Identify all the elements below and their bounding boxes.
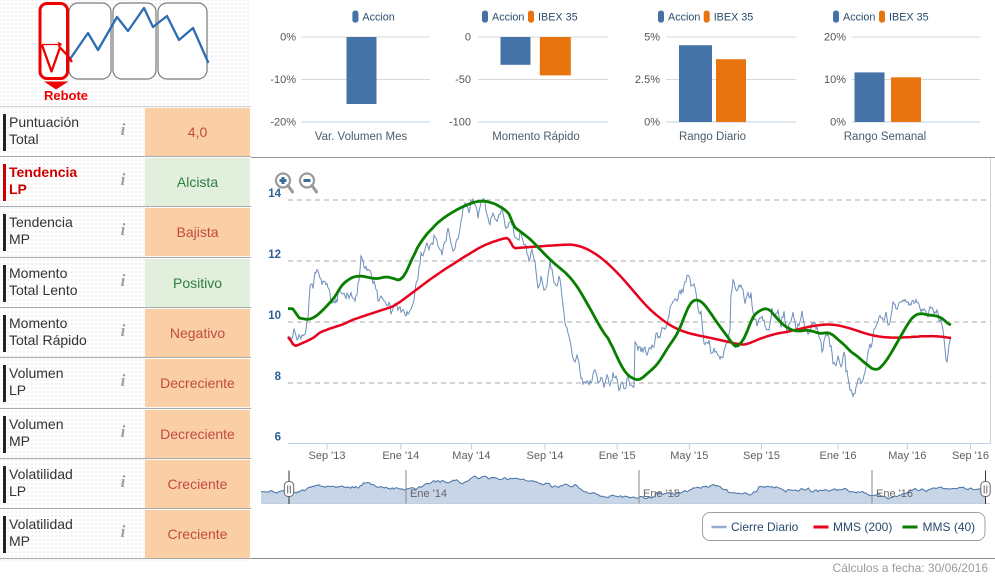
svg-text:Ene '14: Ene '14 [410, 488, 447, 500]
svg-text:Rango Semanal: Rango Semanal [844, 131, 926, 143]
svg-text:IBEX 35: IBEX 35 [714, 11, 754, 23]
svg-text:20%: 20% [824, 32, 846, 44]
svg-text:Cierre Diario: Cierre Diario [731, 520, 799, 534]
svg-text:0%: 0% [280, 32, 296, 44]
svg-text:14: 14 [268, 188, 281, 200]
svg-text:10: 10 [268, 310, 281, 322]
svg-text:2.5%: 2.5% [635, 74, 660, 86]
svg-text:May '15: May '15 [670, 450, 708, 462]
svg-text:5%: 5% [644, 32, 660, 44]
svg-text:Accion: Accion [843, 11, 875, 23]
svg-text:IBEX 35: IBEX 35 [889, 11, 929, 23]
svg-text:-20%: -20% [270, 117, 296, 129]
svg-text:-100: -100 [449, 117, 471, 129]
svg-text:Ene '15: Ene '15 [643, 488, 680, 500]
svg-text:May '14: May '14 [452, 450, 490, 462]
svg-text:Rango Diario: Rango Diario [679, 131, 746, 143]
svg-text:10%: 10% [824, 74, 846, 86]
svg-text:MMS (200): MMS (200) [833, 520, 892, 534]
svg-text:Sep '13: Sep '13 [309, 450, 346, 462]
svg-text:0%: 0% [830, 117, 846, 129]
svg-text:12: 12 [268, 249, 281, 261]
svg-text:Sep '14: Sep '14 [527, 450, 564, 462]
svg-text:Accion: Accion [492, 11, 524, 23]
svg-text:Accion: Accion [668, 11, 700, 23]
svg-text:Sep '15: Sep '15 [743, 450, 780, 462]
svg-text:Sep '16: Sep '16 [952, 450, 989, 462]
svg-text:Ene '16: Ene '16 [820, 450, 857, 462]
svg-text:0%: 0% [644, 117, 660, 129]
svg-text:8: 8 [275, 371, 282, 383]
svg-text:May '16: May '16 [888, 450, 926, 462]
svg-text:Momento Rápido: Momento Rápido [492, 131, 580, 143]
svg-text:Ene '14: Ene '14 [382, 450, 419, 462]
svg-text:Ene '15: Ene '15 [599, 450, 636, 462]
svg-text:0: 0 [465, 32, 471, 44]
svg-text:Var. Volumen Mes: Var. Volumen Mes [315, 131, 408, 143]
svg-text:-50: -50 [455, 74, 471, 86]
svg-text:-10%: -10% [270, 74, 296, 86]
svg-text:6: 6 [275, 432, 281, 444]
svg-text:Ene '16: Ene '16 [876, 488, 913, 500]
svg-text:MMS (40): MMS (40) [923, 520, 976, 534]
svg-text:Rebote: Rebote [44, 88, 88, 103]
svg-text:Accion: Accion [362, 11, 394, 23]
svg-text:IBEX 35: IBEX 35 [538, 11, 578, 23]
